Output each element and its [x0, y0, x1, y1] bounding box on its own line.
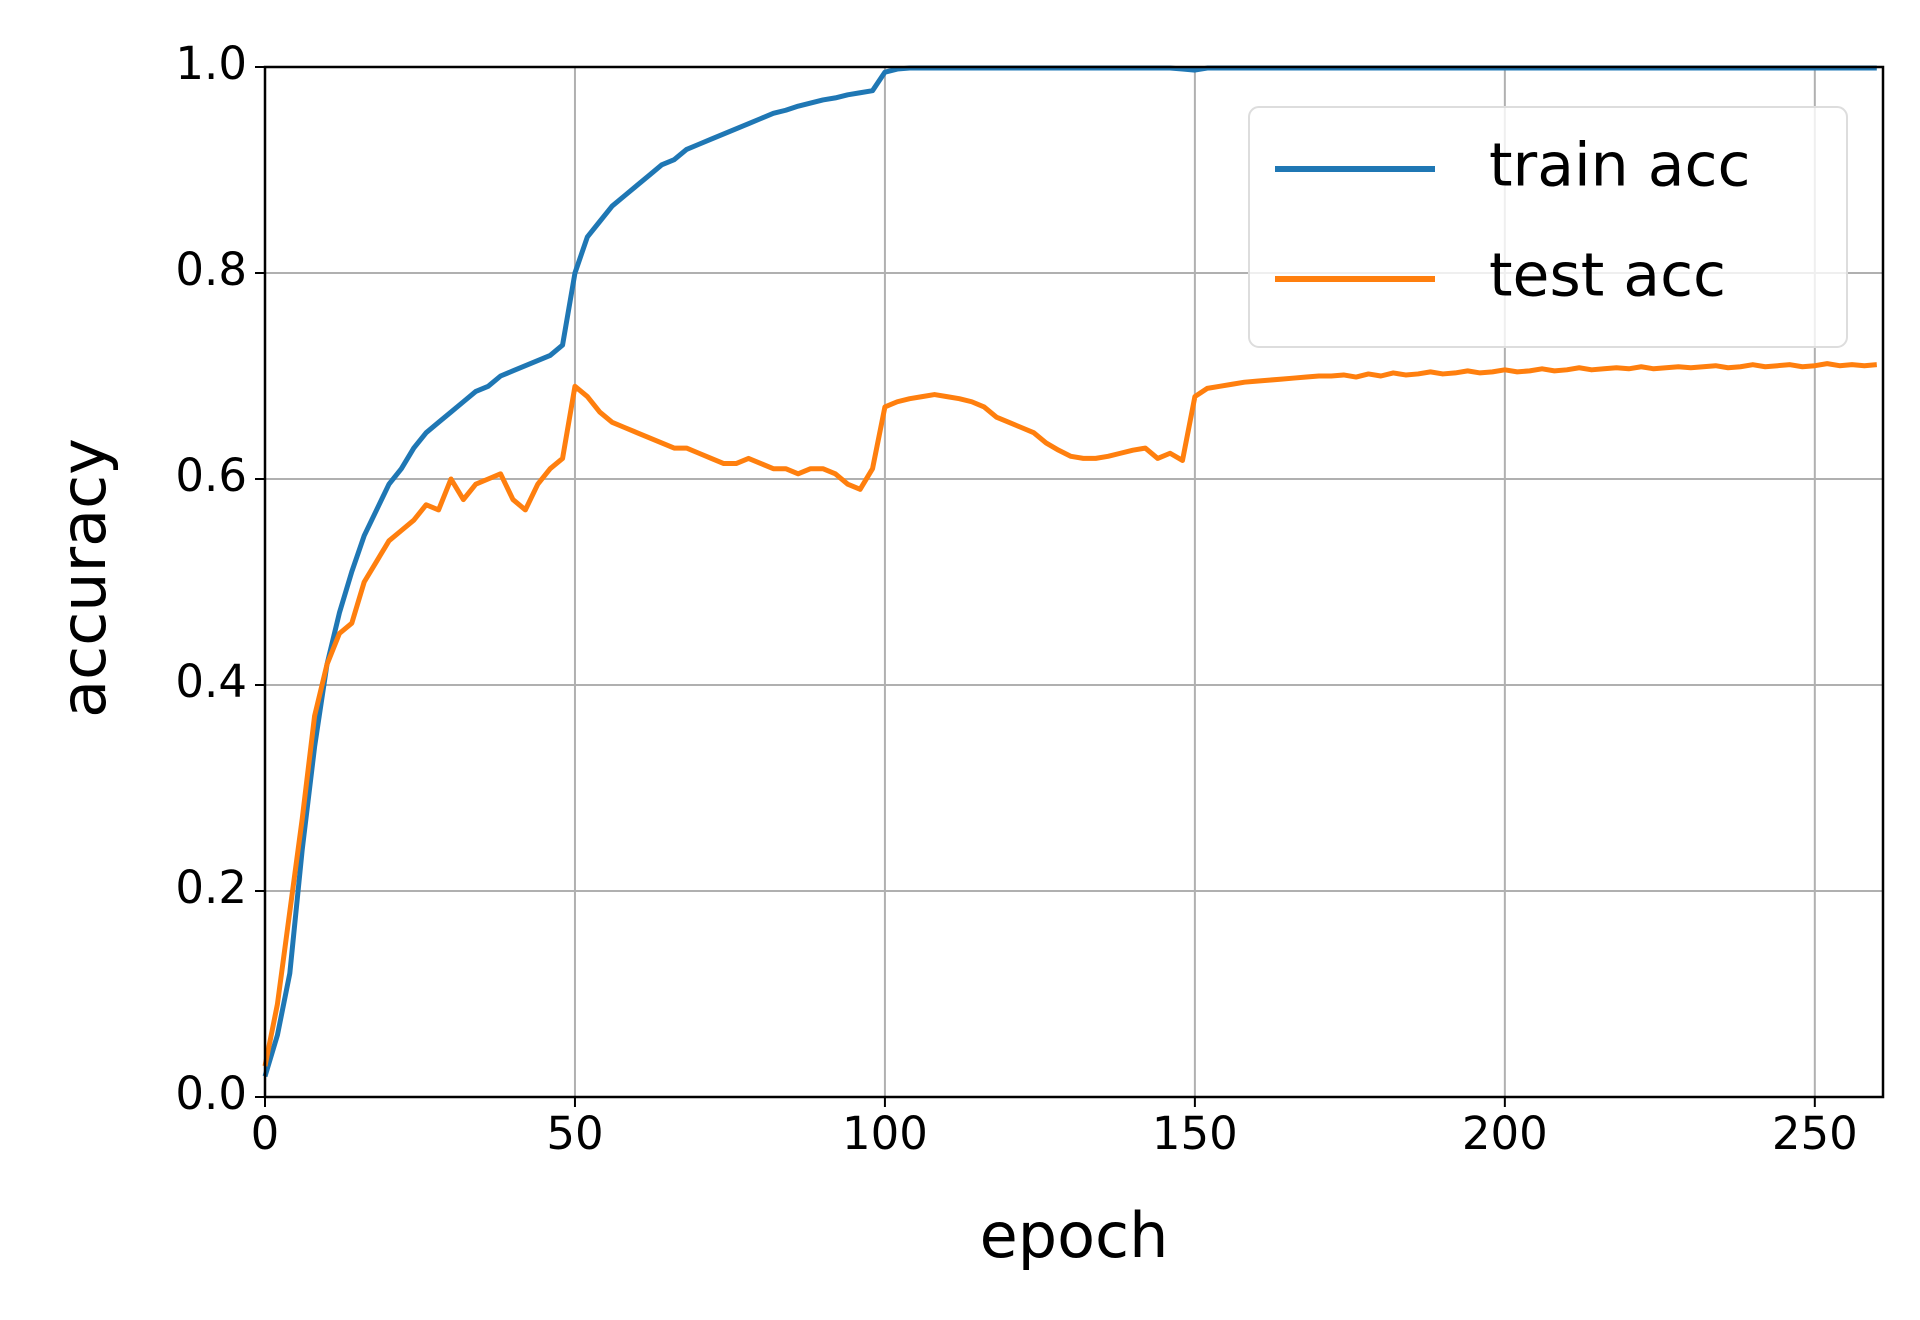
line	[262, 361, 1878, 1067]
x-tick-label: 200	[1462, 1107, 1548, 1160]
legend-label: test acc	[1489, 241, 1726, 311]
axes-frame	[263, 65, 1885, 1099]
y-tick-label: 0.4	[175, 655, 247, 708]
y-axis-label: accuracy	[47, 438, 120, 718]
y-tick-label: 1.0	[175, 37, 247, 90]
x-tick-label: 150	[1152, 1107, 1238, 1160]
y-tick-label: 0.0	[175, 1067, 247, 1120]
x-axis-label: epoch	[980, 1199, 1169, 1272]
x-tick-label: 100	[842, 1107, 928, 1160]
x-tick-label: 50	[546, 1107, 603, 1160]
y-tick-label: 0.6	[175, 449, 247, 502]
y-tick-label: 0.8	[175, 243, 247, 296]
legend-label: train acc	[1489, 131, 1750, 201]
x-tick-label: 250	[1772, 1107, 1858, 1160]
y-tick-label: 0.2	[175, 861, 247, 914]
x-tick-label: 0	[251, 1107, 280, 1160]
